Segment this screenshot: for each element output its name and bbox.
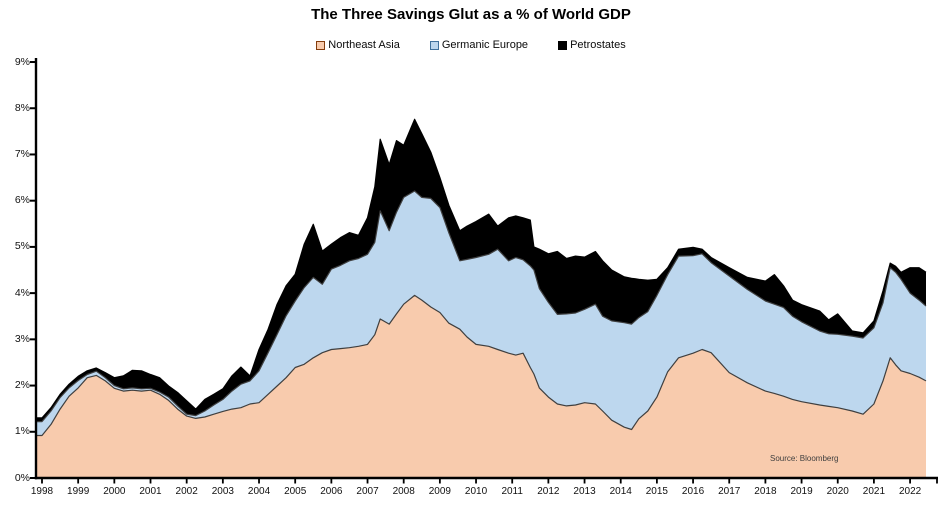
y-axis-label: 7% xyxy=(14,147,30,160)
y-axis-label: 0% xyxy=(14,471,30,484)
x-axis-label: 2006 xyxy=(320,486,343,497)
legend-label-petrostates: Petrostates xyxy=(570,39,626,51)
y-axis-label: 9% xyxy=(14,55,30,68)
legend-swatch-northeast-asia xyxy=(316,40,326,50)
legend-swatch-germanic-europe xyxy=(429,40,439,50)
x-axis-label: 2007 xyxy=(356,486,379,497)
x-axis-label: 2017 xyxy=(718,486,741,497)
x-axis-label: 2018 xyxy=(754,486,777,497)
x-axis-label: 2022 xyxy=(898,486,922,497)
x-axis-label: 2005 xyxy=(284,486,307,497)
x-axis-label: 2004 xyxy=(247,486,271,497)
area-northeast-asia xyxy=(36,295,926,478)
y-axis-label: 8% xyxy=(14,101,30,114)
x-axis-label: 2001 xyxy=(139,486,162,497)
legend-label-germanic-europe: Germanic Europe xyxy=(441,39,529,51)
legend-swatch-petrostates xyxy=(558,40,568,50)
y-axis-label: 5% xyxy=(14,240,30,253)
x-axis-label: 1998 xyxy=(30,486,54,497)
outline-northeast-asia xyxy=(36,294,927,437)
x-axis-label: 2008 xyxy=(392,486,415,497)
chart-title: The Three Savings Glut as a % of World G… xyxy=(311,6,631,23)
x-axis-label: 2016 xyxy=(681,486,705,497)
x-axis-label: 2002 xyxy=(175,486,198,497)
x-axis-label: 1999 xyxy=(67,486,90,497)
x-axis-label: 2015 xyxy=(645,486,668,497)
x-axis-label: 2003 xyxy=(211,486,234,497)
x-axis-label: 2019 xyxy=(790,486,813,497)
x-axis-label: 2013 xyxy=(573,486,596,497)
y-axis-label: 6% xyxy=(14,194,30,207)
legend-item-germanic-europe: Germanic Europe xyxy=(429,39,529,51)
legend-item-petrostates: Petrostates xyxy=(558,39,626,51)
x-axis-label: 2014 xyxy=(609,486,632,497)
x-axis-label: 2000 xyxy=(103,486,126,497)
chart-legend: Northeast Asia Germanic Europe Petrostat… xyxy=(0,39,942,51)
x-axis-label: 2012 xyxy=(537,486,560,497)
x-axis-label: 2009 xyxy=(428,486,451,497)
legend-label-northeast-asia: Northeast Asia xyxy=(328,39,400,51)
source-note: Source: Bloomberg xyxy=(770,454,839,463)
x-axis-label: 2020 xyxy=(826,486,849,497)
y-axis-label: 1% xyxy=(14,425,30,438)
y-axis-label: 4% xyxy=(14,286,30,299)
legend-item-northeast-asia: Northeast Asia xyxy=(316,39,400,51)
outline-petrostates xyxy=(36,118,927,419)
x-axis-label: 2011 xyxy=(501,486,523,497)
outline-germanic-europe xyxy=(36,190,927,423)
y-axis-label: 2% xyxy=(14,379,30,392)
x-axis-label: 2021 xyxy=(862,486,886,497)
x-axis-label: 2010 xyxy=(464,486,488,497)
y-axis-label: 3% xyxy=(14,332,30,345)
